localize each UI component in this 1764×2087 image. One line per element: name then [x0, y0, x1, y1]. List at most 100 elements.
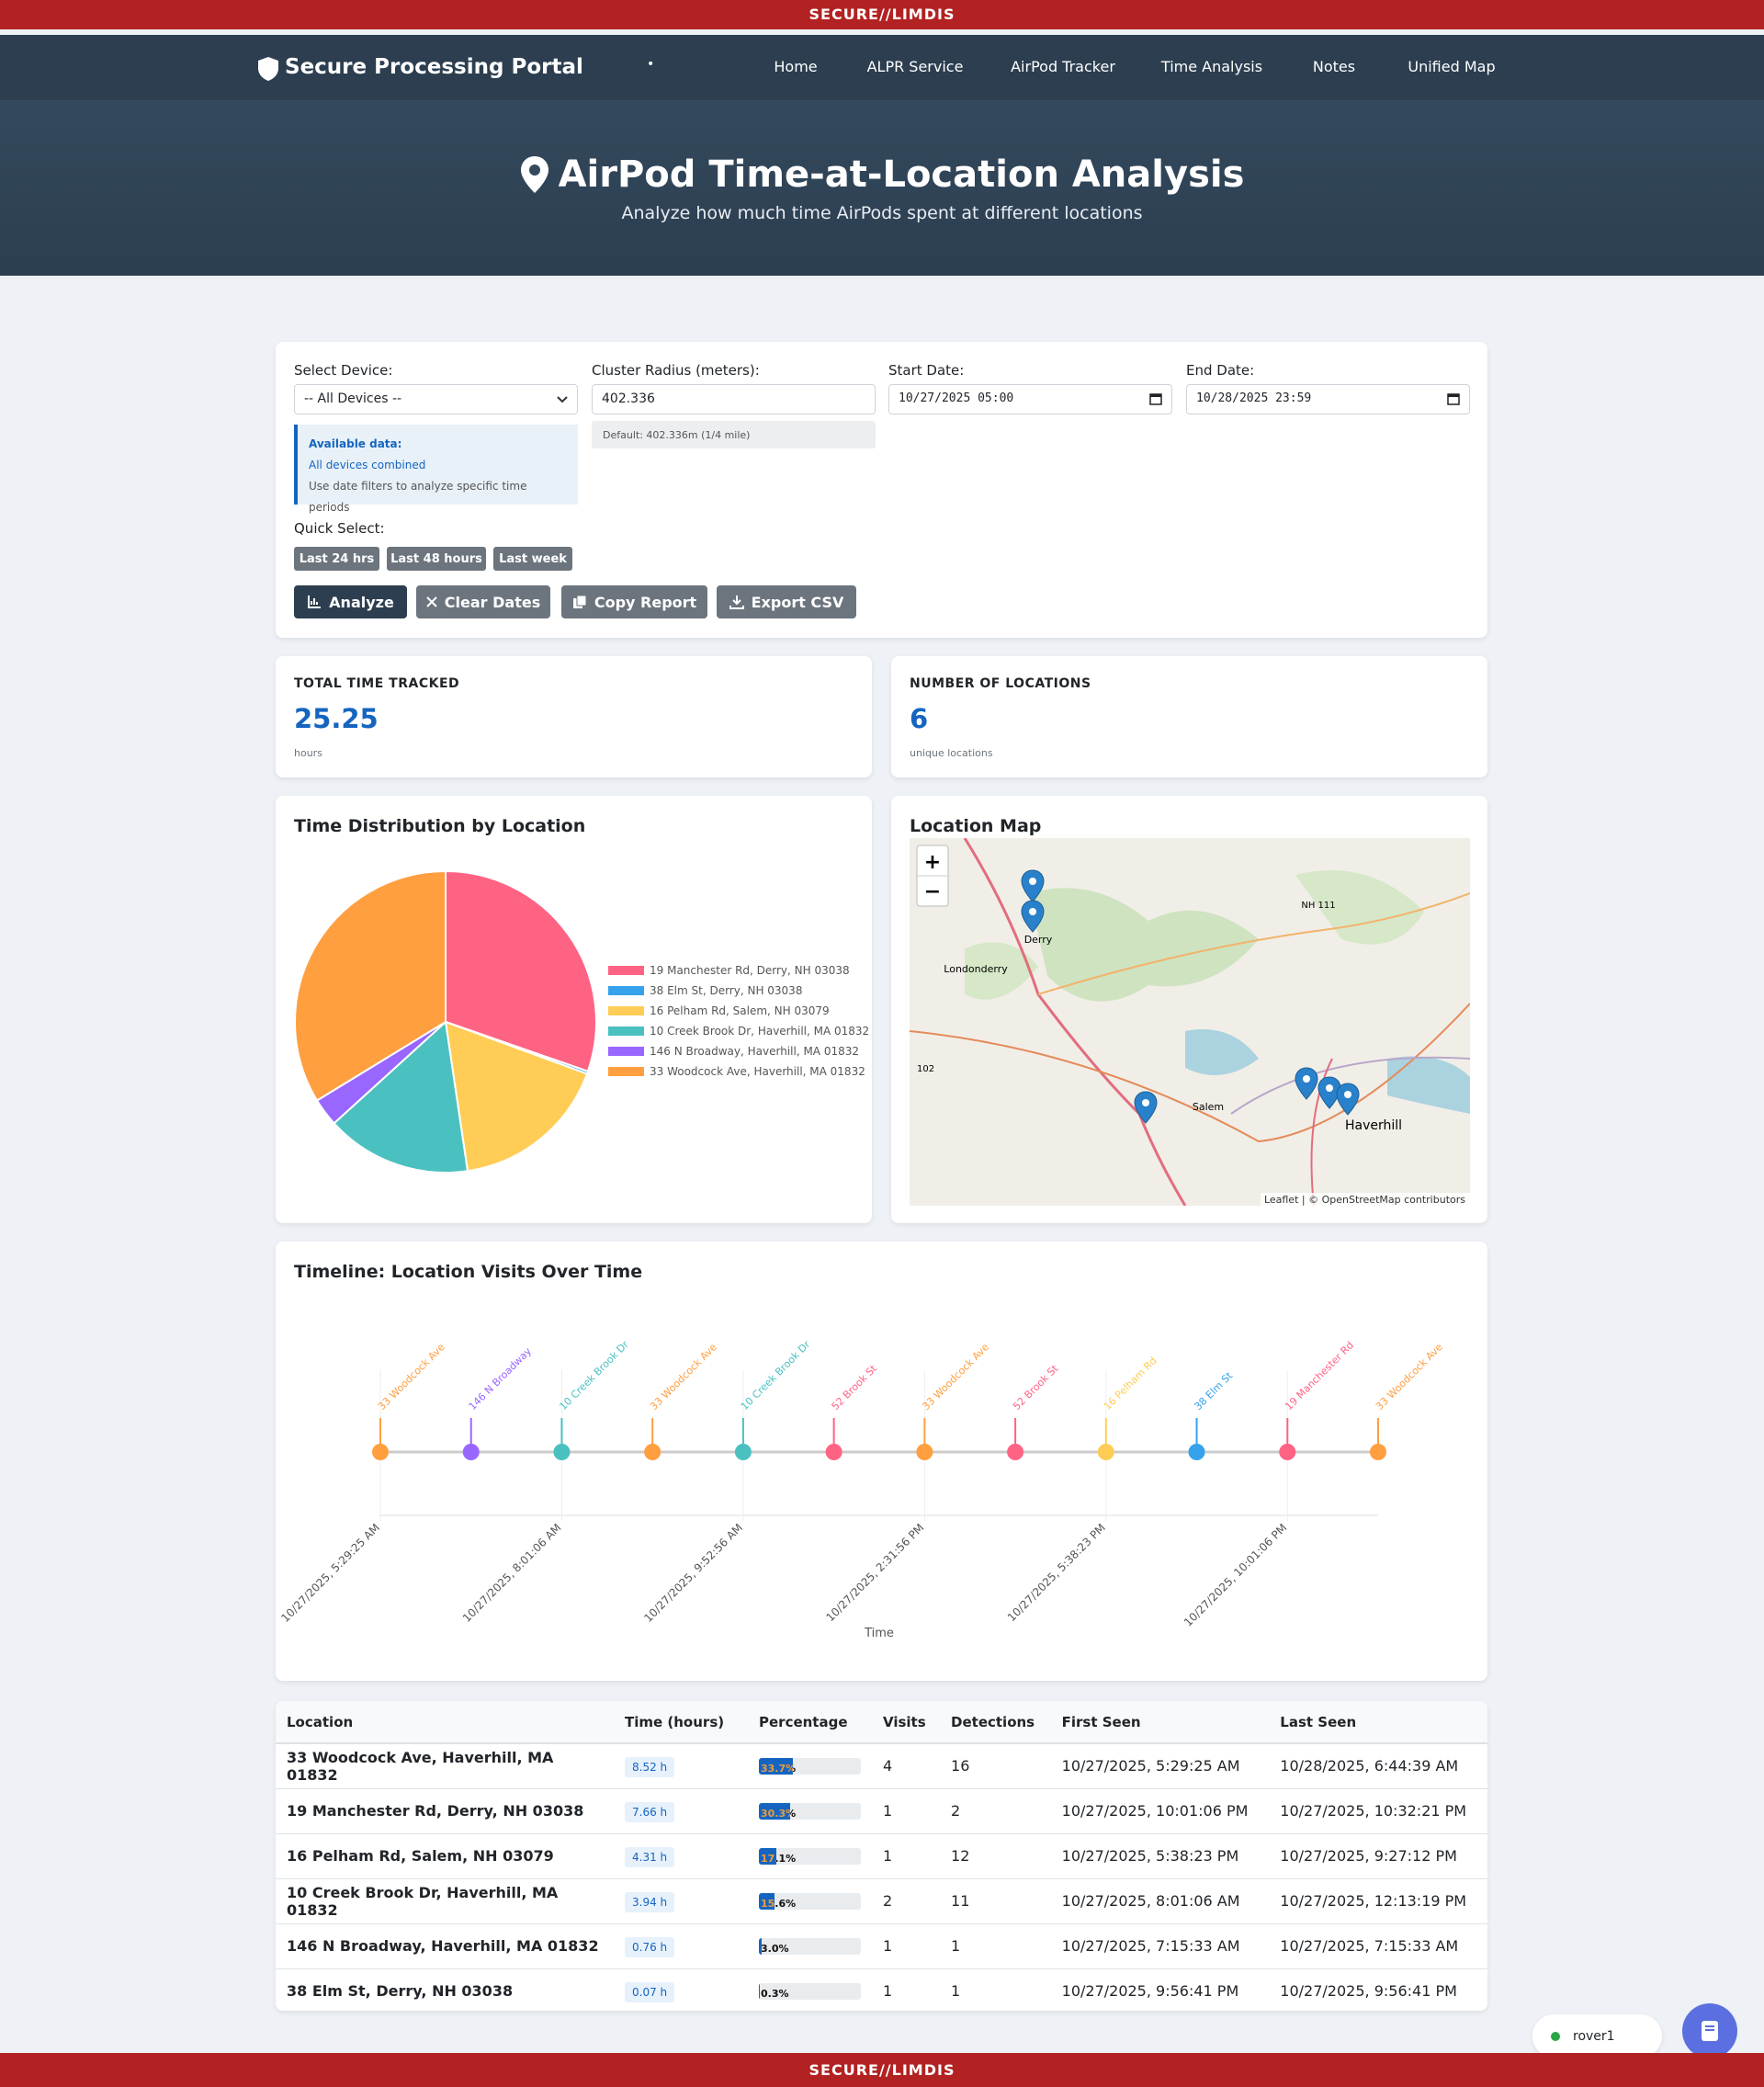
event-label: 33 Woodcock Ave	[648, 1341, 719, 1412]
map[interactable]: + − Derry Londonderry Salem Haverhill NH…	[910, 838, 1470, 1206]
hero: AirPod Time-at-Location Analysis Analyze…	[0, 100, 1764, 276]
radius-input[interactable]: 402.336	[592, 384, 876, 414]
last-cell: 10/27/2025, 9:56:41 PM	[1269, 1968, 1487, 2011]
event-point	[1007, 1444, 1024, 1460]
nav-link[interactable]: Unified Map	[1408, 58, 1496, 75]
export-button[interactable]: Export CSV	[717, 585, 856, 618]
percentage-track: 33.7%	[759, 1757, 861, 1775]
visits-cell: 1	[872, 1968, 941, 2011]
event-label: 146 N Broadway	[467, 1344, 535, 1412]
table-body: 33 Woodcock Ave, Haverhill, MA 01832 8.52…	[276, 1743, 1487, 2011]
nav-link[interactable]: Notes	[1312, 58, 1356, 75]
classification-banner: SECURE//LIMDIS	[0, 0, 1764, 29]
column-header[interactable]: First Seen	[1050, 1701, 1270, 1744]
pin-icon	[520, 156, 548, 193]
quick-button[interactable]: Last 24 hrs	[294, 547, 379, 571]
clear-button[interactable]: Clear Dates	[416, 585, 550, 618]
event-label: 33 Woodcock Ave	[1374, 1341, 1445, 1412]
legend-swatch	[608, 1067, 644, 1076]
stat-label: NUMBER OF LOCATIONS	[910, 676, 1091, 691]
stat-value: 25.25	[294, 703, 379, 734]
column-header[interactable]: Percentage	[748, 1701, 872, 1744]
device-select[interactable]: -- All Devices --	[294, 384, 578, 414]
pie-chart: 19 Manchester Rd, Derry, NH 03038 38 Elm …	[294, 869, 869, 1174]
timeline-card: Timeline: Location Visits Over Time 10/2…	[276, 1242, 1487, 1681]
percentage-label: 17.1%	[761, 1852, 797, 1865]
last-cell: 10/27/2025, 12:13:19 PM	[1269, 1878, 1487, 1924]
analyze-button[interactable]: Analyze	[294, 585, 407, 618]
percentage-track: 15.6%	[759, 1892, 861, 1910]
percentage-bar	[759, 1892, 775, 1910]
date-value: 10/27/2025 05:00	[899, 391, 1014, 405]
start-date[interactable]: 10/27/2025 05:00	[888, 384, 1172, 414]
time-cell: 0.07 h	[614, 1968, 748, 2011]
legend-label: 38 Elm St, Derry, NH 03038	[650, 984, 802, 997]
event-point	[644, 1444, 662, 1460]
event-label: 52 Brook St	[1011, 1362, 1061, 1412]
visits-cell: 2	[872, 1878, 941, 1924]
end-date[interactable]: 10/28/2025 23:59	[1186, 384, 1470, 414]
nav-link[interactable]: Home	[774, 58, 818, 75]
detections-cell: 2	[940, 1788, 1051, 1834]
visits-cell: 4	[872, 1743, 941, 1789]
percentage-track: 3.0%	[759, 1937, 861, 1955]
chat-button[interactable]	[1682, 2003, 1737, 2059]
info-box: Available data: All devices combined Use…	[294, 425, 578, 514]
nav-link[interactable]: Time Analysis	[1160, 58, 1263, 75]
event-point	[1188, 1444, 1205, 1460]
time-badge: 7.66 h	[625, 1802, 675, 1822]
nav-link[interactable]: ALPR Service	[866, 58, 964, 75]
event-point	[1370, 1444, 1386, 1460]
zoom-in[interactable]: +	[924, 851, 941, 874]
percentage-label: 30.3%	[761, 1807, 797, 1820]
quick-button[interactable]: Last 48 hours	[387, 547, 486, 571]
table-row: 146 N Broadway, Haverhill, MA 01832 0.76 …	[276, 1923, 1487, 1969]
visits-cell: 1	[872, 1788, 941, 1834]
stat-value: 6	[910, 703, 929, 734]
nav-separator: •	[647, 57, 655, 72]
quick-label: Quick Select:	[294, 520, 385, 537]
x-tick-label: 10/27/2025, 9:52:56 AM	[641, 1521, 745, 1625]
column-header[interactable]: Last Seen	[1269, 1701, 1487, 1744]
pie-slice	[333, 1019, 469, 1174]
time-cell: 0.76 h	[614, 1923, 748, 1969]
legend-label: 16 Pelham Rd, Salem, NH 03079	[650, 1004, 830, 1017]
legend-swatch	[608, 1006, 644, 1015]
first-cell: 10/27/2025, 9:56:41 PM	[1050, 1968, 1270, 2011]
last-cell: 10/27/2025, 7:15:33 AM	[1269, 1923, 1487, 1969]
legend-swatch	[608, 1047, 644, 1056]
classification-banner: SECURE//LIMDIS	[0, 2053, 1764, 2087]
column-header[interactable]: Detections	[940, 1701, 1051, 1744]
road-label: 102	[917, 1064, 934, 1074]
place-label: Haverhill	[1345, 1118, 1402, 1133]
percentage-track: 17.1%	[759, 1847, 861, 1865]
x-tick-label: 10/27/2025, 5:38:23 PM	[1005, 1521, 1108, 1624]
first-cell: 10/27/2025, 7:15:33 AM	[1050, 1923, 1270, 1969]
location-cell: 19 Manchester Rd, Derry, NH 03038	[276, 1788, 614, 1834]
brand[interactable]: Secure Processing Portal	[285, 55, 583, 79]
copy-button[interactable]: Copy Report	[561, 585, 707, 618]
column-header[interactable]: Location	[276, 1701, 614, 1744]
copy-icon	[572, 595, 587, 608]
field-label: Select Device:	[294, 362, 393, 379]
user-badge[interactable]: rover1	[1532, 2014, 1662, 2058]
percentage-cell: 30.3%	[748, 1788, 872, 1834]
location-cell: 16 Pelham Rd, Salem, NH 03079	[276, 1833, 614, 1879]
percentage-cell: 0.3%	[748, 1968, 872, 2011]
quick-button[interactable]: Last week	[493, 547, 572, 571]
button-text: Copy Report	[594, 593, 697, 611]
detections-cell: 16	[940, 1743, 1051, 1789]
column-header[interactable]: Visits	[872, 1701, 941, 1744]
percentage-bar	[759, 1847, 776, 1865]
header-row: Location Time (hours) Percentage Visits Dete…	[276, 1701, 1487, 1744]
zoom-out[interactable]: −	[924, 880, 941, 903]
column-header[interactable]: Time (hours)	[614, 1701, 748, 1744]
legend-label: 10 Creek Brook Dr, Haverhill, MA 01832	[650, 1025, 869, 1038]
time-badge: 4.31 h	[625, 1847, 675, 1867]
info-note: Use date filters to analyze specific tim…	[309, 480, 527, 514]
event-label: 38 Elm St	[1192, 1369, 1235, 1412]
percentage-cell: 15.6%	[748, 1878, 872, 1924]
nav-link[interactable]: AirPod Tracker	[1011, 58, 1115, 75]
first-cell: 10/27/2025, 5:29:25 AM	[1050, 1743, 1270, 1789]
chevron	[557, 396, 568, 403]
